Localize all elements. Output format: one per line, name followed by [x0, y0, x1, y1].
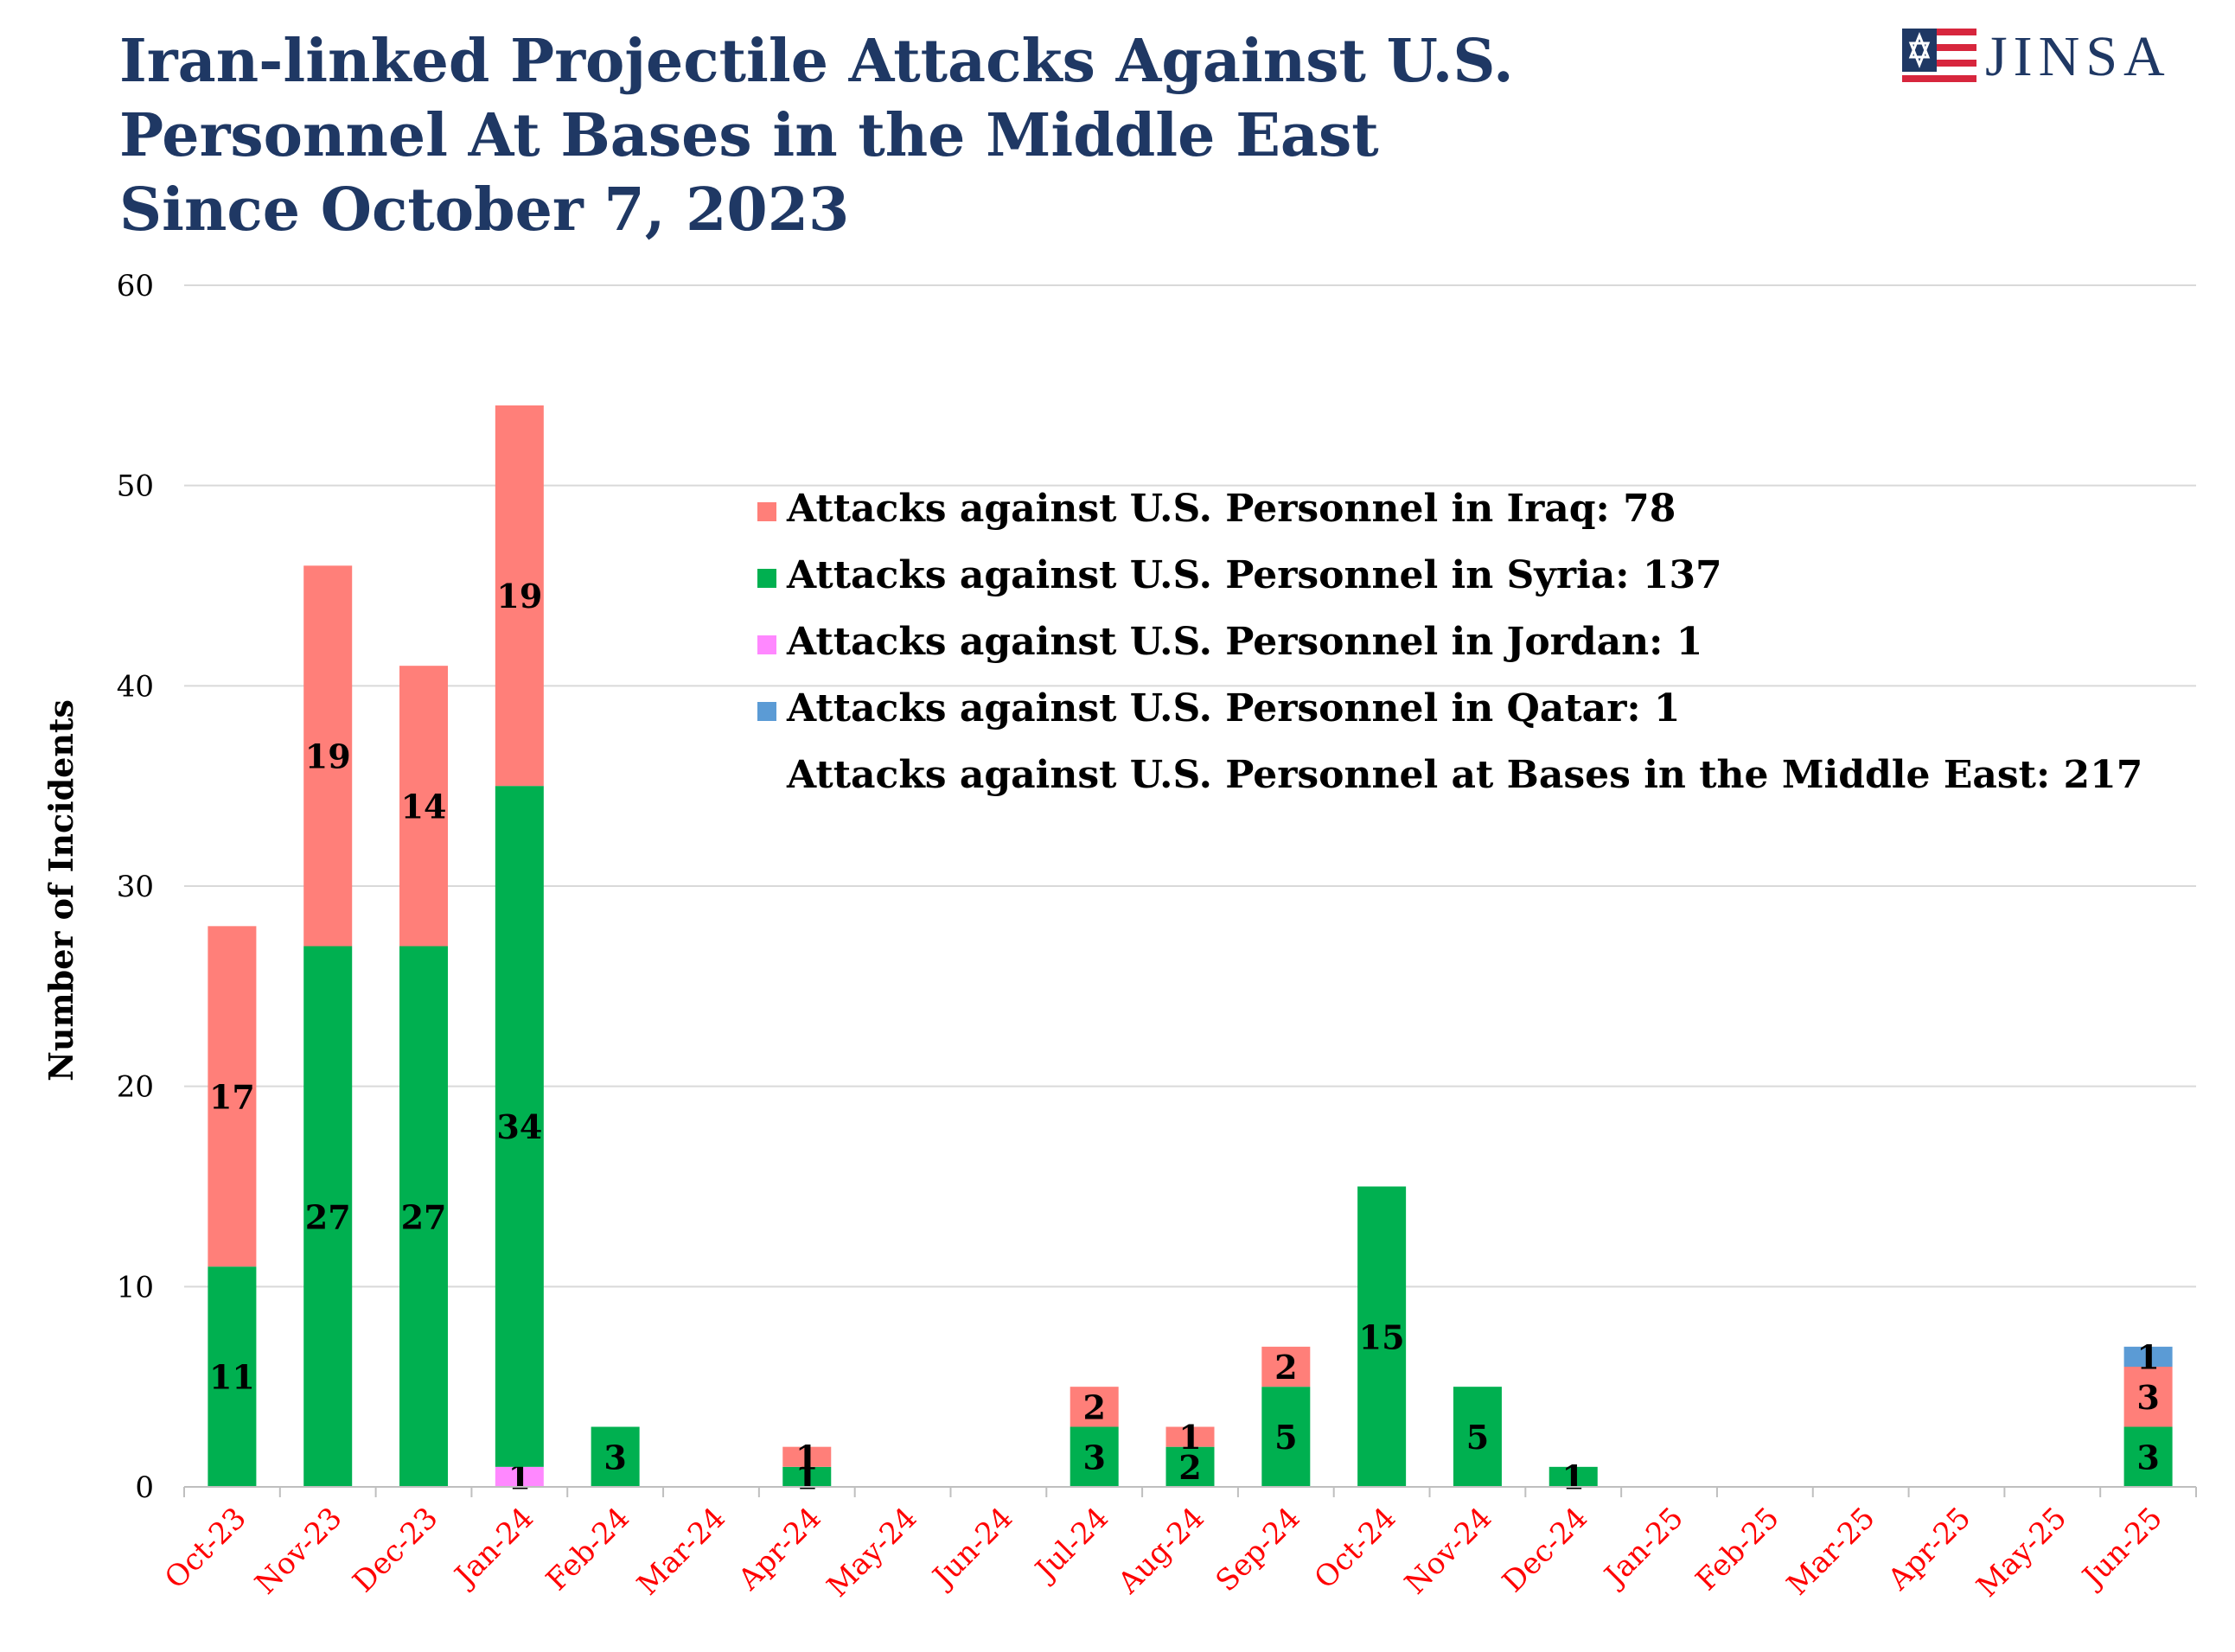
x-tick-label: Dec-23 [346, 1501, 444, 1599]
y-axis-title: Number of Incidents [42, 699, 80, 1081]
x-tick-label: Oct-23 [158, 1501, 253, 1596]
x-tick-label: Jan-24 [447, 1501, 541, 1595]
x-tick-label: May-24 [821, 1501, 924, 1604]
data-label: 5 [1466, 1418, 1489, 1457]
bar-segment [782, 1446, 832, 1467]
data-label: 3 [603, 1438, 626, 1477]
bar-segment [303, 946, 353, 1487]
x-tick-label: Mar-25 [1780, 1501, 1881, 1602]
y-tick-label: 50 [117, 469, 154, 504]
chart-title: Iran-linked Projectile Attacks Against U… [119, 24, 1762, 247]
data-label: 5 [1274, 1418, 1297, 1457]
logo-text: JINSA [1985, 25, 2171, 88]
bar-segment [1070, 1387, 1119, 1427]
data-label: 27 [305, 1197, 351, 1236]
bar-segment [208, 926, 257, 1267]
bar-segment [1549, 1466, 1598, 1487]
data-label: 1 [1178, 1418, 1201, 1457]
bar-segment [591, 1426, 640, 1487]
legend-entry: Attacks against U.S. Personnel in Qatar:… [786, 686, 1681, 730]
y-tick-label: 60 [117, 269, 154, 303]
data-label: 17 [209, 1077, 255, 1116]
bar-segment [2123, 1367, 2173, 1427]
x-tick-label: Sep-24 [1210, 1501, 1307, 1598]
legend-entry: Attacks against U.S. Personnel in Jordan… [786, 620, 1702, 664]
data-label: 1 [795, 1438, 818, 1477]
legend-entry: Attacks against U.S. Personnel in Syria:… [786, 553, 1722, 597]
bar-segment [1070, 1426, 1119, 1487]
data-label: 15 [1359, 1317, 1405, 1356]
title-line-2: Personnel At Bases in the Middle East [119, 101, 1379, 170]
legend-swatch [757, 502, 776, 521]
x-tick-label: Apr-24 [731, 1501, 828, 1598]
jinsa-logo: JINSA [1902, 22, 2213, 88]
x-tick-label: Jun-24 [925, 1501, 1020, 1596]
bar-segment [1261, 1387, 1311, 1487]
bar-segment [399, 666, 449, 947]
bar-segment [495, 405, 544, 787]
data-label: 1 [2136, 1337, 2159, 1376]
legend-swatch [757, 635, 776, 654]
y-tick-label: 0 [135, 1470, 154, 1505]
x-tick-label: Nov-23 [248, 1501, 348, 1601]
x-tick-label: Feb-24 [540, 1501, 636, 1598]
title-line-1: Iran-linked Projectile Attacks Against U… [119, 27, 1514, 96]
x-tick-label: Feb-25 [1689, 1501, 1786, 1598]
data-label: 3 [2136, 1438, 2159, 1477]
y-tick-label: 20 [117, 1070, 154, 1105]
data-label: 34 [496, 1107, 542, 1146]
bar-segment [1165, 1426, 1215, 1447]
bar-segment [1453, 1387, 1502, 1487]
data-label: 11 [209, 1358, 255, 1397]
bar-segment [495, 1466, 544, 1487]
data-label: 1 [1562, 1457, 1585, 1496]
bar-segment [303, 565, 353, 947]
data-label: 3 [2136, 1378, 2159, 1417]
x-tick-label: Apr-25 [1881, 1501, 1977, 1598]
data-label: 19 [305, 737, 351, 775]
legend-swatch [757, 569, 776, 588]
bar-segment [2123, 1426, 2173, 1487]
x-tick-label: Jan-25 [1596, 1501, 1690, 1595]
data-label: 3 [1082, 1438, 1105, 1477]
bar-segment [1357, 1186, 1407, 1487]
bar-segment [2123, 1346, 2173, 1367]
star-of-david-flag-icon [1902, 29, 1976, 82]
y-tick-label: 30 [117, 870, 154, 904]
data-label: 19 [496, 577, 542, 616]
data-label: 27 [401, 1197, 447, 1236]
x-tick-label: Mar-24 [630, 1501, 731, 1602]
data-label: 2 [1178, 1448, 1201, 1487]
x-tick-label: Jun-25 [2074, 1501, 2169, 1596]
x-tick-label: Aug-24 [1111, 1501, 1211, 1601]
legend-entry: Attacks against U.S. Personnel in Iraq: … [786, 487, 1676, 531]
y-tick-label: 40 [117, 669, 154, 704]
x-tick-label: May-25 [1970, 1501, 2074, 1604]
y-tick-label: 10 [117, 1270, 154, 1304]
bar-segment [208, 1266, 257, 1487]
bar-segment [399, 946, 449, 1487]
legend-total: Attacks against U.S. Personnel at Bases … [786, 753, 2142, 797]
bar-segment [495, 786, 544, 1467]
bar-segment [1261, 1346, 1311, 1387]
title-line-3: Since October 7, 2023 [119, 175, 850, 245]
x-tick-label: Nov-24 [1398, 1501, 1498, 1601]
data-label: 2 [1274, 1348, 1297, 1387]
data-label: 2 [1082, 1387, 1105, 1426]
bar-segment [1165, 1446, 1215, 1487]
x-tick-label: Jul-24 [1027, 1501, 1115, 1589]
x-tick-label: Oct-24 [1308, 1501, 1403, 1596]
x-tick-label: Dec-24 [1496, 1501, 1594, 1599]
legend-swatch [757, 702, 776, 721]
data-label: 14 [401, 787, 447, 826]
bar-segment [782, 1466, 832, 1487]
